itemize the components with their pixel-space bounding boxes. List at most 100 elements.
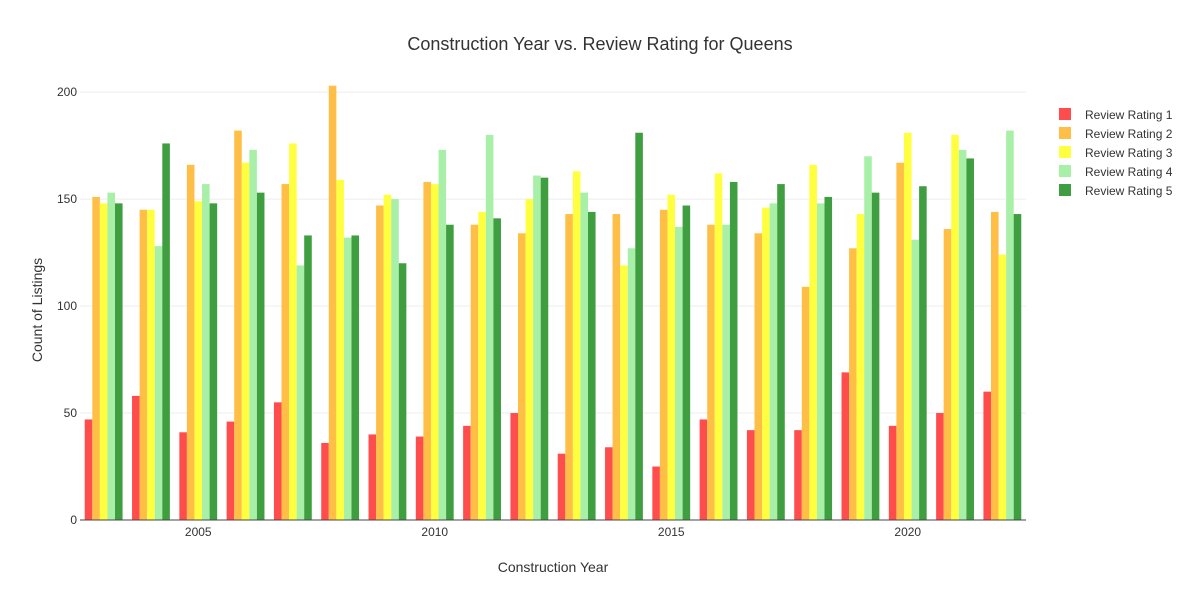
bar-review-rating-1-2007[interactable]: [273, 402, 282, 520]
bar-review-rating-2-2014[interactable]: [612, 214, 621, 521]
bar-review-rating-5-2010[interactable]: [446, 224, 454, 521]
bar-review-rating-1-2009[interactable]: [368, 434, 377, 520]
bar-review-rating-2-2010[interactable]: [423, 181, 431, 520]
bar-review-rating-3-2006[interactable]: [241, 162, 250, 520]
bar-review-rating-1-2021[interactable]: [936, 413, 944, 520]
bar-review-rating-5-2008[interactable]: [351, 235, 360, 520]
bar-review-rating-2-2004[interactable]: [139, 209, 148, 520]
bar-review-rating-4-2018[interactable]: [816, 203, 825, 520]
bar-review-rating-2-2007[interactable]: [281, 184, 290, 520]
bar-review-rating-3-2003[interactable]: [99, 203, 108, 520]
bar-review-rating-1-2010[interactable]: [415, 436, 424, 520]
bar-review-rating-2-2022[interactable]: [991, 211, 999, 520]
bar-review-rating-2-2015[interactable]: [659, 209, 668, 520]
bar-review-rating-1-2006[interactable]: [226, 421, 235, 520]
bar-review-rating-3-2015[interactable]: [667, 194, 676, 521]
bar-review-rating-4-2019[interactable]: [864, 156, 872, 520]
bar-review-rating-3-2005[interactable]: [194, 201, 203, 520]
bar-review-rating-2-2005[interactable]: [186, 164, 195, 520]
bar-review-rating-2-2006[interactable]: [234, 130, 242, 520]
bar-review-rating-4-2011[interactable]: [485, 134, 494, 520]
bar-review-rating-3-2018[interactable]: [809, 164, 817, 520]
bar-review-rating-4-2014[interactable]: [627, 248, 636, 520]
bar-review-rating-3-2004[interactable]: [147, 209, 155, 520]
bar-review-rating-1-2015[interactable]: [652, 466, 660, 520]
bar-review-rating-5-2011[interactable]: [493, 218, 501, 520]
legend-item-1[interactable]: Review Rating 1: [1059, 108, 1173, 122]
bar-review-rating-5-2006[interactable]: [256, 192, 265, 520]
bar-review-rating-1-2022[interactable]: [983, 391, 991, 520]
bar-review-rating-5-2022[interactable]: [1013, 214, 1022, 521]
bar-review-rating-4-2021[interactable]: [958, 149, 967, 521]
bar-review-rating-1-2003[interactable]: [84, 419, 93, 520]
bar-review-rating-1-2016[interactable]: [699, 419, 708, 520]
bar-review-rating-5-2012[interactable]: [540, 177, 549, 521]
bar-review-rating-3-2010[interactable]: [430, 184, 439, 520]
bar-review-rating-3-2012[interactable]: [525, 199, 534, 520]
bar-review-rating-5-2018[interactable]: [824, 196, 833, 520]
bar-review-rating-4-2016[interactable]: [722, 224, 730, 521]
bar-review-rating-1-2008[interactable]: [321, 442, 329, 520]
bar-review-rating-1-2005[interactable]: [179, 432, 187, 520]
bar-review-rating-5-2004[interactable]: [162, 143, 170, 520]
bar-review-rating-5-2021[interactable]: [966, 158, 974, 521]
bar-review-rating-1-2019[interactable]: [841, 372, 850, 520]
bar-review-rating-3-2007[interactable]: [289, 143, 297, 520]
bar-review-rating-3-2020[interactable]: [903, 132, 912, 521]
bar-review-rating-5-2014[interactable]: [635, 132, 643, 521]
bar-review-rating-3-2008[interactable]: [336, 179, 344, 520]
bar-review-rating-2-2020[interactable]: [896, 162, 904, 520]
bar-review-rating-5-2017[interactable]: [777, 184, 785, 520]
bar-review-rating-1-2017[interactable]: [746, 430, 755, 520]
bar-review-rating-2-2017[interactable]: [754, 233, 763, 521]
bar-review-rating-2-2021[interactable]: [943, 229, 952, 520]
bar-review-rating-5-2013[interactable]: [588, 211, 596, 520]
bar-review-rating-4-2008[interactable]: [343, 237, 352, 520]
legend-item-4[interactable]: Review Rating 4: [1059, 165, 1173, 179]
bar-review-rating-2-2013[interactable]: [565, 214, 573, 521]
bar-review-rating-3-2019[interactable]: [856, 214, 865, 521]
bar-review-rating-4-2020[interactable]: [911, 239, 920, 520]
bar-review-rating-3-2021[interactable]: [951, 134, 959, 520]
bar-review-rating-2-2009[interactable]: [376, 205, 384, 521]
bar-review-rating-5-2003[interactable]: [115, 203, 123, 520]
bar-review-rating-4-2022[interactable]: [1006, 130, 1014, 520]
bar-review-rating-5-2007[interactable]: [304, 235, 312, 520]
bar-review-rating-1-2018[interactable]: [794, 430, 802, 520]
bar-review-rating-4-2006[interactable]: [249, 149, 257, 521]
legend-item-3[interactable]: Review Rating 3: [1059, 146, 1173, 160]
legend[interactable]: Review Rating 1 Review Rating 2 Review Rat…: [1059, 108, 1173, 198]
bar-review-rating-2-2012[interactable]: [518, 233, 526, 521]
bar-review-rating-3-2013[interactable]: [572, 171, 581, 520]
bar-review-rating-4-2003[interactable]: [107, 192, 115, 520]
bar-review-rating-1-2013[interactable]: [557, 453, 566, 520]
bar-review-rating-1-2014[interactable]: [605, 447, 613, 520]
bar-review-rating-5-2016[interactable]: [729, 181, 738, 520]
bar-review-rating-1-2020[interactable]: [888, 425, 897, 520]
bar-review-rating-5-2005[interactable]: [209, 203, 218, 520]
bar-review-rating-2-2019[interactable]: [849, 248, 857, 520]
bar-review-rating-3-2009[interactable]: [383, 194, 392, 521]
legend-item-5[interactable]: Review Rating 5: [1059, 184, 1173, 198]
bar-review-rating-5-2015[interactable]: [682, 205, 691, 521]
bar-review-rating-2-2018[interactable]: [801, 286, 810, 520]
bar-review-rating-4-2005[interactable]: [202, 184, 210, 520]
bar-review-rating-4-2007[interactable]: [296, 265, 305, 520]
bar-review-rating-2-2016[interactable]: [707, 224, 715, 521]
bar-review-rating-5-2020[interactable]: [919, 186, 927, 521]
bar-review-rating-2-2003[interactable]: [92, 196, 100, 520]
bar-review-rating-4-2015[interactable]: [675, 226, 683, 520]
bar-review-rating-2-2008[interactable]: [328, 85, 337, 521]
bar-review-rating-4-2012[interactable]: [533, 175, 541, 520]
bar-review-rating-4-2013[interactable]: [580, 192, 588, 520]
bar-review-rating-4-2009[interactable]: [391, 199, 399, 520]
bar-review-rating-1-2012[interactable]: [510, 413, 518, 520]
bar-review-rating-5-2009[interactable]: [398, 263, 407, 520]
bar-review-rating-3-2014[interactable]: [620, 265, 628, 520]
bar-review-rating-2-2011[interactable]: [470, 224, 479, 521]
bar-review-rating-3-2016[interactable]: [714, 173, 723, 520]
bar-review-rating-1-2011[interactable]: [463, 425, 471, 520]
bar-review-rating-1-2004[interactable]: [132, 395, 140, 520]
bar-review-rating-5-2019[interactable]: [871, 192, 880, 520]
bar-review-rating-3-2022[interactable]: [998, 254, 1007, 520]
